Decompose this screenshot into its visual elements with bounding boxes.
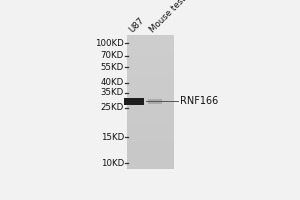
Bar	[127, 135, 173, 142]
Bar	[127, 129, 173, 135]
Text: 40KD: 40KD	[101, 78, 124, 87]
Bar	[127, 115, 173, 122]
Bar	[127, 155, 173, 162]
Text: 100KD: 100KD	[95, 39, 124, 48]
Bar	[127, 35, 173, 41]
Text: 10KD: 10KD	[101, 159, 124, 168]
Bar	[127, 108, 173, 115]
Bar	[127, 82, 173, 88]
Bar	[124, 98, 144, 105]
Bar	[127, 142, 173, 149]
Text: 70KD: 70KD	[101, 51, 124, 60]
Bar	[127, 41, 173, 48]
Bar	[127, 88, 173, 95]
Bar	[127, 68, 173, 75]
Text: Mouse testis: Mouse testis	[148, 0, 194, 34]
Bar	[127, 102, 173, 108]
Bar	[148, 99, 162, 104]
Text: RNF166: RNF166	[181, 96, 219, 106]
Text: 25KD: 25KD	[101, 103, 124, 112]
Bar	[127, 95, 173, 102]
Bar	[127, 35, 173, 169]
Bar	[127, 149, 173, 155]
Bar	[127, 162, 173, 169]
Text: U87: U87	[128, 15, 146, 34]
Bar	[127, 122, 173, 129]
Bar	[127, 48, 173, 55]
Text: 55KD: 55KD	[101, 63, 124, 72]
Text: 35KD: 35KD	[101, 88, 124, 97]
Bar	[127, 55, 173, 62]
Bar	[127, 62, 173, 68]
Bar	[127, 75, 173, 82]
Text: 15KD: 15KD	[101, 133, 124, 142]
